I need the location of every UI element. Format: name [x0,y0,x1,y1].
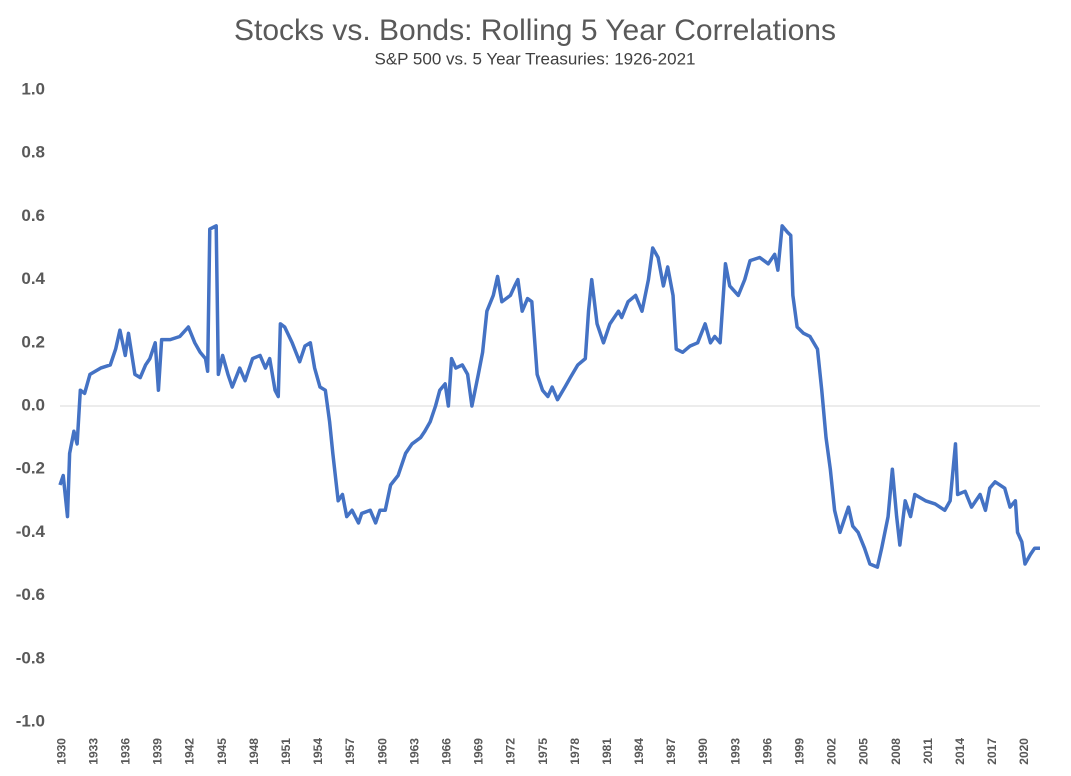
y-tick-label: 1.0 [21,79,45,98]
x-tick-label: 1996 [760,738,774,765]
x-tick-label: 1990 [696,738,710,765]
line-series [58,224,1040,569]
x-tick-label: 1984 [632,738,646,765]
x-tick-label: 1945 [215,738,229,765]
y-tick-label: -1.0 [16,711,45,730]
x-tick-label: 2020 [1017,738,1031,765]
y-tick-label: -0.2 [16,459,45,478]
x-tick-label: 1999 [793,738,807,765]
x-tick-label: 1930 [54,738,68,765]
y-tick-label: 0.0 [21,395,45,414]
x-tick-label: 1966 [439,738,453,765]
x-tick-label: 1942 [183,738,197,765]
x-tick-label: 1939 [151,738,165,765]
x-tick-label: 1933 [86,738,100,765]
x-tick-label: 2017 [985,738,999,765]
x-tick-label: 2005 [857,738,871,765]
x-tick-label: 1954 [311,738,325,765]
x-tick-label: 1981 [600,738,614,765]
y-tick-label: 0.2 [21,332,45,351]
y-tick-label: -0.8 [16,648,45,667]
x-tick-label: 1975 [536,738,550,765]
x-tick-label: 1993 [728,738,742,765]
y-tick-label: -0.6 [16,585,45,604]
x-tick-label: 2011 [921,738,935,764]
y-tick-label: 0.6 [21,206,45,225]
y-tick-label: 0.4 [21,269,45,288]
x-tick-label: 1963 [407,738,421,765]
x-tick-label: 2002 [825,738,839,765]
x-tick-label: 1972 [504,738,518,765]
x-tick-label: 1960 [375,738,389,765]
x-tick-label: 1948 [247,738,261,765]
x-tick-label: 1957 [343,738,357,765]
y-tick-label: -0.4 [16,522,46,541]
chart-subtitle: S&P 500 vs. 5 Year Treasuries: 1926-2021 [374,49,695,68]
x-tick-label: 1951 [279,738,293,765]
x-tick-label: 1987 [664,738,678,765]
y-tick-label: 0.8 [21,143,45,162]
x-tick-label: 1936 [119,738,133,765]
chart-title: Stocks vs. Bonds: Rolling 5 Year Correla… [234,14,836,47]
x-tick-label: 2008 [889,738,903,765]
x-tick-label: 1969 [472,738,486,765]
x-tick-label: 2014 [953,738,967,765]
x-tick-label: 1978 [568,738,582,765]
